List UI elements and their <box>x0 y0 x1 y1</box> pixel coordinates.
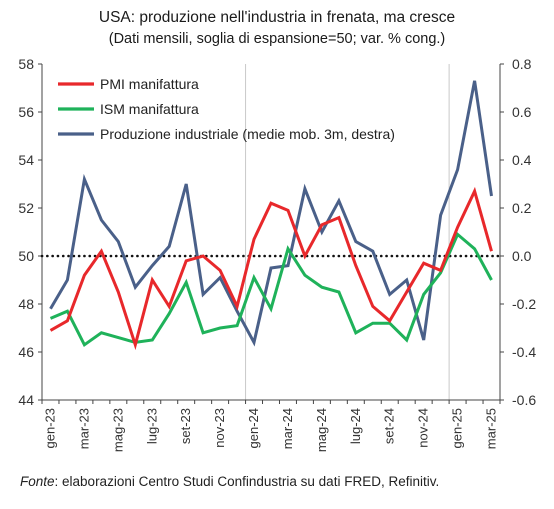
y-right-tick-label: 0.6 <box>512 104 532 120</box>
source-note: Fonte: elaborazioni Centro Studi Confind… <box>20 474 439 489</box>
legend-label: PMI manifattura <box>100 76 199 92</box>
series-line-2 <box>49 231 493 348</box>
x-tick-label: mar-25 <box>484 408 499 449</box>
x-tick-label: mag-23 <box>110 408 125 452</box>
source-prefix: Fonte <box>20 474 55 489</box>
legend-label: ISM manifattura <box>100 101 199 117</box>
x-tick-label: set-23 <box>178 408 193 444</box>
x-tick-label: gen-23 <box>42 408 57 448</box>
y-left-tick-label: 44 <box>18 392 34 408</box>
y-left-tick-label: 46 <box>18 344 34 360</box>
series-line-3 <box>49 80 493 347</box>
x-tick-label: mar-23 <box>76 408 91 449</box>
x-tick-label: gen-25 <box>450 408 465 448</box>
x-tick-label: nov-23 <box>212 408 227 448</box>
y-right-tick-label: 0.8 <box>512 56 532 72</box>
legend-label: Produzione industriale (medie mob. 3m, d… <box>100 126 395 142</box>
y-right-tick-label: -0.2 <box>512 296 536 312</box>
y-left-tick-label: 50 <box>18 248 34 264</box>
chart-subtitle: (Dati mensili, soglia di espansione=50; … <box>108 31 446 47</box>
chart-title: USA: produzione nell'industria in frenat… <box>98 9 456 26</box>
y-right-tick-label: 0.4 <box>512 152 532 168</box>
y-left-tick-label: 54 <box>18 152 34 168</box>
y-right-tick-label: 0.0 <box>512 248 532 264</box>
source-text: : elaborazioni Centro Studi Confindustri… <box>54 474 440 489</box>
y-left-tick-label: 56 <box>18 104 34 120</box>
x-tick-label: lug-24 <box>348 408 363 444</box>
y-left-tick-label: 58 <box>18 56 34 72</box>
x-tick-label: lug-23 <box>144 408 159 444</box>
y-right-tick-label: -0.4 <box>512 344 536 360</box>
x-tick-label: mar-24 <box>280 408 295 449</box>
x-tick-label: nov-24 <box>416 408 431 448</box>
x-tick-label: gen-24 <box>246 408 261 448</box>
x-tick-label: set-24 <box>382 408 397 444</box>
y-left-tick-label: 48 <box>18 296 34 312</box>
y-right-tick-label: -0.6 <box>512 392 536 408</box>
series-line-1 <box>49 186 493 351</box>
y-left-tick-label: 52 <box>18 200 34 216</box>
x-tick-label: mag-24 <box>314 408 329 452</box>
y-right-tick-label: 0.2 <box>512 200 532 216</box>
